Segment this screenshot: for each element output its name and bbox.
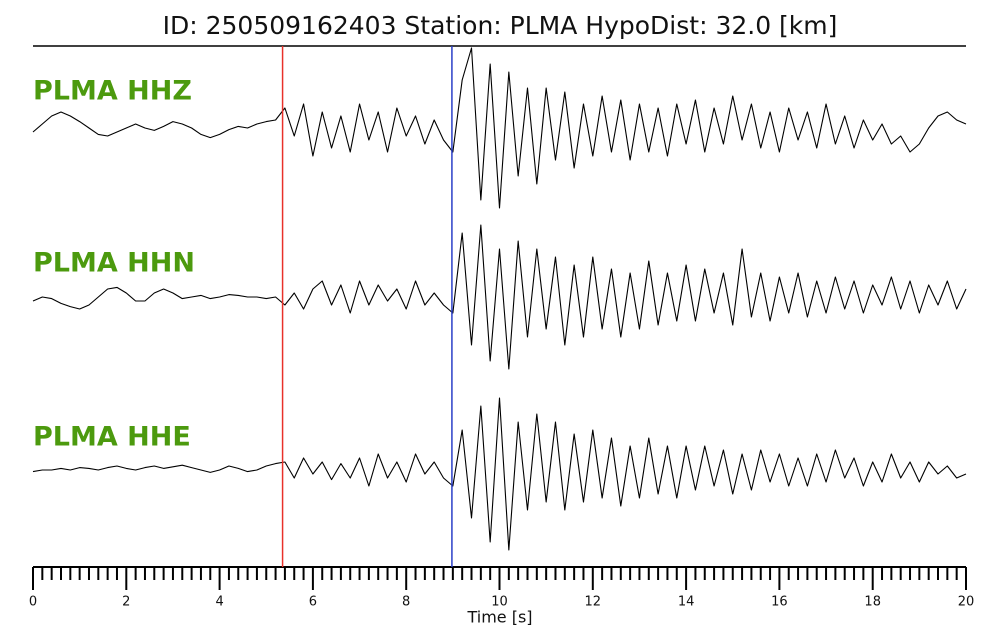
x-tick-label: 14 — [678, 595, 695, 610]
x-tick-label: 12 — [585, 595, 602, 610]
waveform — [32, 47, 967, 209]
x-tick-label: 10 — [491, 595, 508, 610]
waveform — [32, 224, 967, 370]
x-tick-label: 16 — [771, 595, 788, 610]
waveform — [32, 397, 967, 551]
x-tick-label: 4 — [215, 595, 223, 610]
chart-title: ID: 250509162403 Station: PLMA HypoDist:… — [163, 11, 838, 40]
x-tick-label: 20 — [958, 595, 975, 610]
x-axis-label: Time [s] — [466, 608, 532, 627]
channel-label: PLMA HHE — [33, 422, 191, 453]
x-tick-label: 2 — [122, 595, 130, 610]
channel-label: PLMA HHZ — [33, 76, 192, 107]
channel-label: PLMA HHN — [33, 248, 195, 279]
x-tick-label: 18 — [864, 595, 881, 610]
x-tick-label: 6 — [309, 595, 317, 610]
x-tick-label: 8 — [402, 595, 410, 610]
x-tick-label: 0 — [29, 595, 37, 610]
